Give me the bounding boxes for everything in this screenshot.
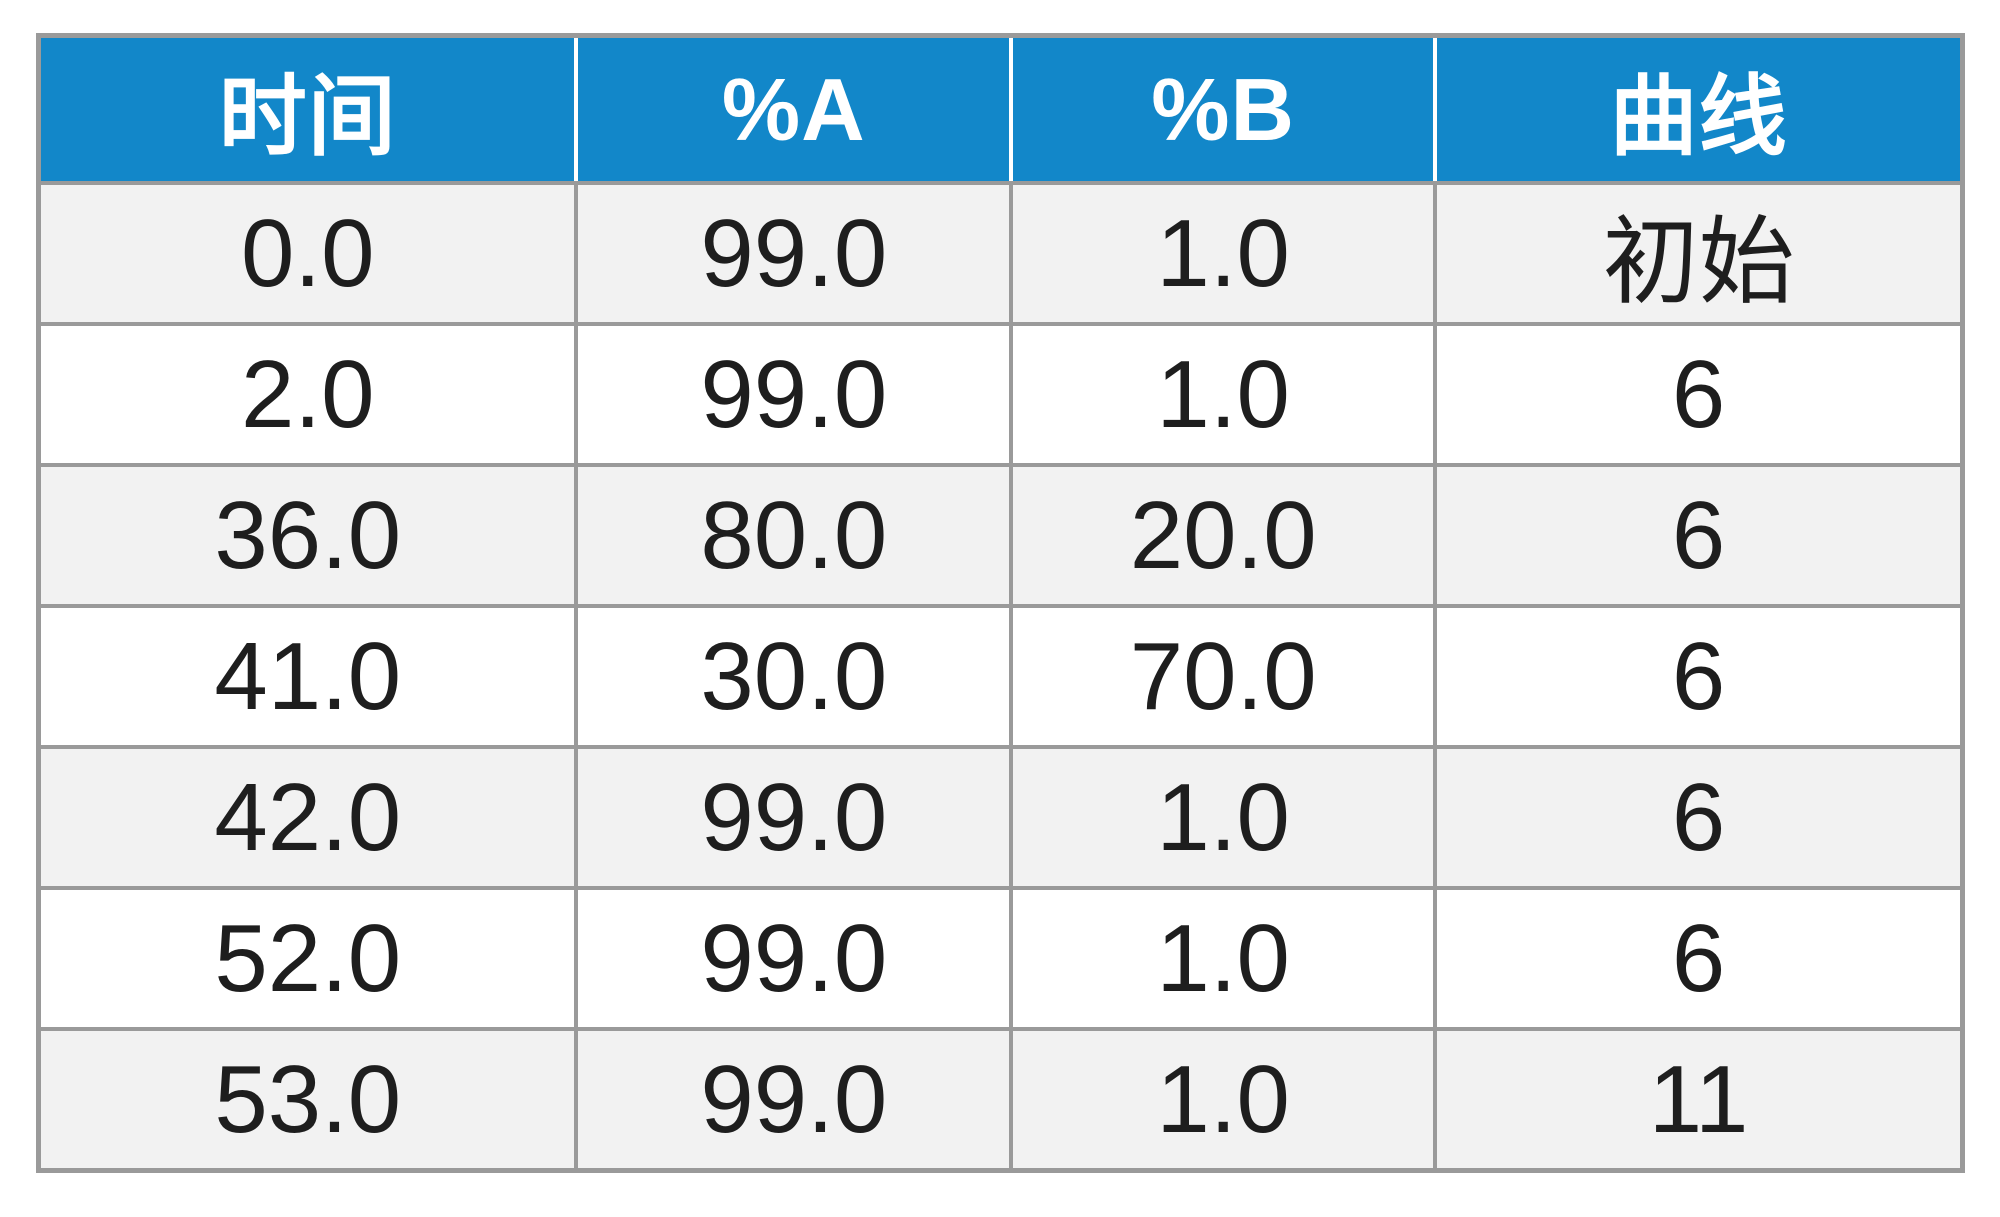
cell-time: 0.0	[41, 181, 575, 322]
table-row: 52.0 99.0 1.0 6	[41, 886, 1960, 1027]
cell-curve: 6	[1433, 322, 1960, 463]
cell-pct-a: 99.0	[574, 181, 1010, 322]
cell-curve: 6	[1433, 886, 1960, 1027]
cell-pct-a: 99.0	[574, 745, 1010, 886]
cell-pct-a: 99.0	[574, 886, 1010, 1027]
cell-time: 2.0	[41, 322, 575, 463]
cell-pct-b: 1.0	[1009, 322, 1434, 463]
header-cell-pct-b: %B	[1009, 38, 1433, 181]
cell-pct-b: 1.0	[1009, 886, 1434, 1027]
cell-time: 42.0	[41, 745, 575, 886]
cell-pct-a: 99.0	[574, 322, 1010, 463]
cell-curve: 6	[1433, 604, 1960, 745]
cell-curve: 6	[1433, 463, 1960, 604]
cell-pct-a: 30.0	[574, 604, 1010, 745]
cell-pct-b: 1.0	[1009, 745, 1434, 886]
cell-pct-b: 70.0	[1009, 604, 1434, 745]
cell-time: 36.0	[41, 463, 575, 604]
header-cell-curve: 曲线	[1433, 38, 1960, 181]
header-cell-pct-a: %A	[574, 38, 1009, 181]
table-row: 53.0 99.0 1.0 11	[41, 1027, 1960, 1168]
table-row: 0.0 99.0 1.0 初始	[41, 181, 1960, 322]
table-row: 42.0 99.0 1.0 6	[41, 745, 1960, 886]
table-row: 2.0 99.0 1.0 6	[41, 322, 1960, 463]
table-row: 36.0 80.0 20.0 6	[41, 463, 1960, 604]
cell-pct-a: 80.0	[574, 463, 1010, 604]
cell-pct-a: 99.0	[574, 1027, 1010, 1168]
table-row: 41.0 30.0 70.0 6	[41, 604, 1960, 745]
cell-curve: 11	[1433, 1027, 1960, 1168]
table-header-row: 时间 %A %B 曲线	[41, 38, 1960, 181]
cell-pct-b: 20.0	[1009, 463, 1434, 604]
gradient-method-table: 时间 %A %B 曲线 0.0 99.0 1.0 初始 2.0 99.0 1.0…	[36, 33, 1965, 1173]
cell-curve: 6	[1433, 745, 1960, 886]
cell-curve: 初始	[1433, 181, 1960, 322]
header-cell-time: 时间	[218, 67, 397, 166]
cell-pct-b: 1.0	[1009, 181, 1434, 322]
cell-time: 52.0	[41, 886, 575, 1027]
cell-pct-b: 1.0	[1009, 1027, 1434, 1168]
cell-time: 53.0	[41, 1027, 575, 1168]
cell-time: 41.0	[41, 604, 575, 745]
